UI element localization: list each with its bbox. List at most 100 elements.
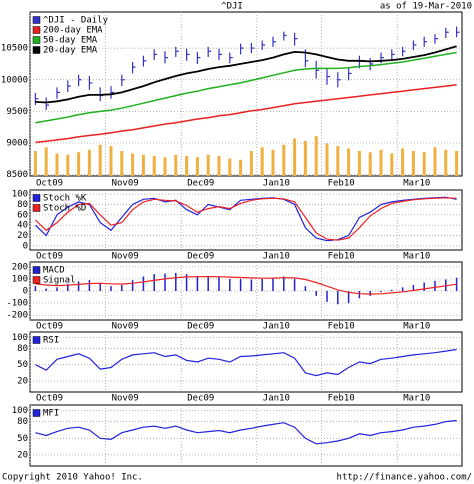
legend-swatch (32, 36, 41, 44)
y-tick-label: 100 (12, 333, 28, 343)
legend-label: MFI (43, 409, 59, 419)
y-tick-label: 9000 (6, 139, 28, 149)
volume-bar (55, 153, 59, 176)
x-tick-label: Feb10 (328, 252, 355, 262)
volume-bar (444, 149, 448, 176)
footer-left: Copyright 2010 Yahoo! Inc. (2, 473, 143, 483)
legend-swatch (32, 276, 41, 284)
volume-bar (303, 141, 307, 176)
volume-bar (390, 153, 394, 176)
panel (29, 404, 463, 467)
indicator-line (35, 419, 457, 445)
ema-line (35, 84, 457, 144)
volume-bar (271, 149, 275, 176)
x-tick-label: Mar10 (403, 394, 430, 404)
y-tick-label: -100 (6, 299, 28, 309)
volume-bar (368, 152, 372, 176)
volume-bar (174, 154, 178, 176)
volume-bar (433, 147, 437, 176)
volume-bar (411, 151, 415, 176)
volume-bar (336, 146, 340, 176)
volume-bar (98, 144, 102, 176)
legend-swatch (32, 266, 41, 274)
y-tick-label: 10000 (1, 75, 28, 85)
y-tick-label: 50 (17, 434, 28, 444)
volume-bar (87, 149, 91, 176)
x-tick-label: Feb10 (328, 394, 355, 404)
chart-subtitle: as of 19-Mar-2010 (380, 2, 472, 12)
legend-swatch (32, 194, 41, 202)
y-tick-label: 200 (12, 262, 28, 272)
x-tick-label: Dec09 (187, 394, 214, 404)
x-tick-label: Oct09 (36, 394, 63, 404)
legend-label: RSI (43, 336, 59, 346)
x-tick-label: Jan10 (263, 322, 290, 332)
volume-bar (152, 156, 156, 176)
volume-bar (185, 156, 189, 176)
x-tick-label: Jan10 (263, 252, 290, 262)
volume-bar (228, 158, 232, 176)
x-tick-label: Oct09 (36, 252, 63, 262)
volume-bar (239, 159, 243, 176)
y-tick-label: 100 (12, 406, 28, 416)
x-tick-label: Nov09 (112, 179, 139, 189)
y-tick-label: 50 (17, 360, 28, 370)
x-tick-label: Dec09 (187, 252, 214, 262)
volume-bar (249, 151, 253, 176)
y-tick-label: 20 (17, 450, 28, 460)
volume-bar (141, 154, 145, 176)
legend-label: Stoch %D (43, 204, 86, 214)
y-tick-label: 10500 (1, 44, 28, 54)
legend-swatch (32, 46, 41, 54)
y-tick-label: 40 (17, 221, 28, 231)
volume-bar (347, 148, 351, 176)
volume-bar (109, 146, 113, 176)
x-tick-label: Dec09 (187, 322, 214, 332)
indicator-line (34, 196, 457, 242)
volume-bar (357, 151, 361, 176)
volume-bar (195, 157, 199, 176)
panel (29, 331, 463, 393)
legend-label: Signal (43, 276, 76, 286)
volume-bar (379, 149, 383, 176)
volume-bar (120, 151, 124, 176)
legend-swatch (32, 409, 41, 417)
volume-bar (217, 156, 221, 176)
ema-line (35, 45, 457, 104)
volume-bar (206, 154, 210, 176)
volume-bar (293, 138, 297, 176)
y-tick-label: 80 (17, 417, 28, 427)
legend-label: Stoch %K (43, 194, 87, 204)
volume-bar (66, 154, 70, 176)
y-tick-label: 100 (12, 274, 28, 284)
signal-line (35, 275, 457, 295)
x-tick-label: Feb10 (328, 179, 355, 189)
x-tick-label: Mar10 (403, 322, 430, 332)
x-tick-label: Dec09 (187, 179, 214, 189)
x-tick-label: Jan10 (263, 179, 290, 189)
x-tick-label: Mar10 (403, 179, 430, 189)
x-tick-label: Oct09 (36, 179, 63, 189)
y-tick-label: 0 (23, 241, 28, 251)
x-tick-label: Jan10 (263, 394, 290, 404)
chart-title: ^DJI (221, 2, 243, 12)
indicator-line (35, 348, 457, 377)
volume-bar (401, 148, 405, 176)
x-tick-label: Nov09 (112, 252, 139, 262)
footer-right: http://finance.yahoo.com/ (337, 473, 472, 483)
volume-bar (455, 151, 459, 176)
y-tick-label: -200 (6, 311, 28, 321)
legend-label: ^DJI - Daily (43, 16, 109, 26)
legend-label: MACD (43, 266, 65, 276)
volume-bar (163, 157, 167, 176)
legend-swatch (32, 336, 41, 344)
volume-bar (33, 151, 37, 176)
volume-bar (131, 153, 135, 176)
x-tick-label: Feb10 (328, 322, 355, 332)
x-tick-label: Nov09 (112, 394, 139, 404)
y-tick-label: 100 (12, 190, 28, 200)
volume-bar (422, 152, 426, 176)
y-tick-label: 60 (17, 210, 28, 220)
x-tick-label: Nov09 (112, 322, 139, 332)
